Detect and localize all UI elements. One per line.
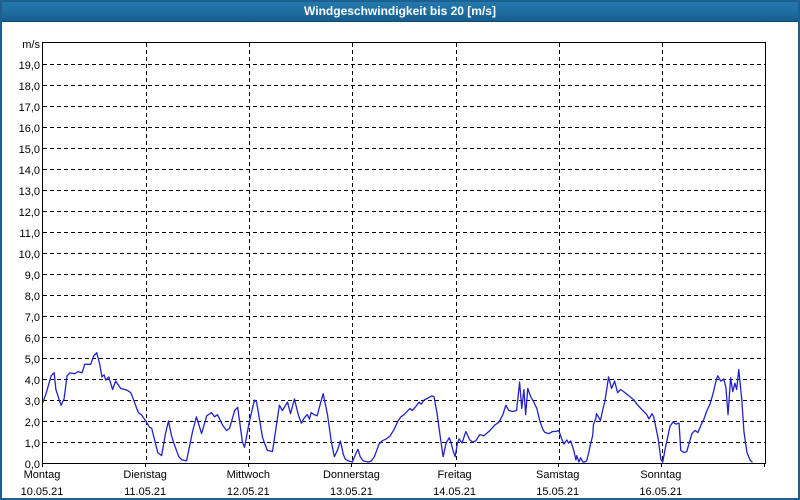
x-axis-tick [145, 463, 147, 467]
day-name-label: Mittwoch [226, 469, 270, 481]
y-tick-label: 13,0 [18, 186, 40, 198]
h-gridline [43, 85, 765, 86]
day-date-label: 14.05.21 [433, 486, 476, 498]
day-date-label: 10.05.21 [20, 486, 64, 498]
day-name-label: Montag [23, 469, 61, 481]
x-axis-tick [557, 463, 559, 467]
y-tick-label: 7,0 [24, 312, 40, 324]
window-title: Windgeschwindigkeit bis 20 [m/s] [304, 4, 496, 18]
wind-speed-line [43, 43, 765, 463]
day-name-label: Sonntag [640, 469, 682, 481]
v-gridline [249, 43, 250, 463]
h-gridline [43, 295, 765, 296]
x-axis-tick [764, 463, 765, 467]
y-tick-label: 6,0 [24, 333, 40, 345]
day-name-label: Dienstag [123, 469, 167, 481]
y-tick-label: 5,0 [24, 354, 40, 366]
day-date-label: 16.05.21 [639, 486, 683, 498]
h-gridline [43, 64, 765, 65]
h-gridline [43, 316, 765, 317]
day-date-label: 11.05.21 [124, 486, 167, 498]
x-axis-tick [660, 463, 662, 467]
h-gridline [43, 253, 765, 254]
y-tick-label: 15,0 [18, 144, 40, 156]
h-gridline [43, 148, 765, 149]
y-tick-label: 2,0 [24, 417, 40, 429]
x-axis-tick [42, 463, 43, 467]
y-tick-label: 1,0 [24, 438, 40, 450]
x-axis-tick [351, 463, 353, 467]
y-tick-label: 17,0 [18, 102, 40, 114]
y-tick-label: 14,0 [18, 165, 40, 177]
h-gridline [43, 232, 765, 233]
y-tick-label: 3,0 [24, 396, 40, 408]
y-tick-label: 4,0 [24, 375, 40, 387]
v-gridline [559, 43, 560, 463]
h-gridline [43, 274, 765, 275]
day-date-label: 13.05.21 [330, 486, 373, 498]
y-tick-label: 0,0 [24, 459, 40, 471]
v-gridline [352, 43, 353, 463]
window-title-bar: Windgeschwindigkeit bis 20 [m/s] [2, 2, 798, 22]
y-tick-label: 16,0 [18, 123, 40, 135]
h-gridline [43, 421, 765, 422]
wind-speed-polyline [43, 353, 752, 462]
h-gridline [43, 358, 765, 359]
y-tick-label: 19,0 [18, 60, 40, 72]
y-tick-label: 8,0 [24, 291, 40, 303]
day-name-label: Freitag [437, 469, 472, 481]
x-axis-tick [454, 463, 456, 467]
plot-area [42, 42, 766, 464]
h-gridline [43, 127, 765, 128]
y-tick-label: 10,0 [18, 249, 40, 261]
y-tick-label: 11,0 [19, 228, 40, 240]
v-gridline [146, 43, 147, 463]
v-gridline [662, 43, 663, 463]
h-gridline [43, 442, 765, 443]
day-date-label: 12.05.21 [226, 486, 270, 498]
h-gridline [43, 169, 765, 170]
y-tick-label: 12,0 [18, 207, 40, 219]
h-gridline [43, 379, 765, 380]
day-name-label: Samstag [535, 469, 580, 481]
y-tick-label: 9,0 [24, 270, 40, 282]
x-axis-tick [248, 463, 250, 467]
day-name-label: Donnerstag [322, 469, 380, 481]
h-gridline [43, 190, 765, 191]
h-gridline [43, 400, 765, 401]
h-gridline [43, 211, 765, 212]
y-tick-label: 18,0 [18, 81, 40, 93]
y-axis-unit-label: m/s [22, 39, 40, 51]
h-gridline [43, 337, 765, 338]
day-date-label: 15.05.21 [536, 486, 580, 498]
v-gridline [456, 43, 457, 463]
h-gridline [43, 106, 765, 107]
